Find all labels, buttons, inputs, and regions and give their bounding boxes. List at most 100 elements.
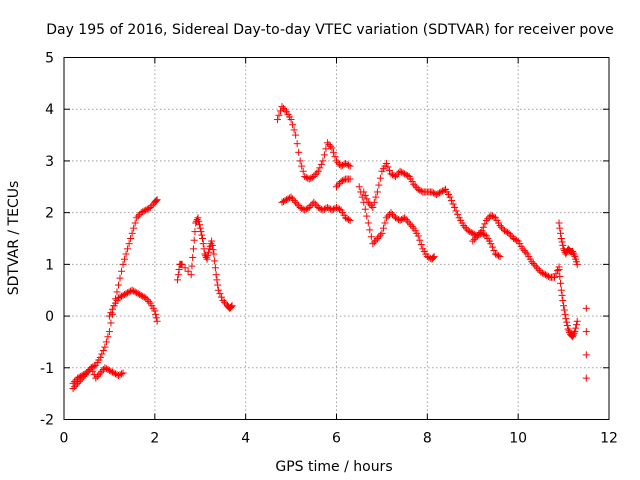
data-point <box>470 235 478 243</box>
data-point <box>134 290 142 298</box>
data-point <box>379 224 387 232</box>
data-point <box>337 178 345 186</box>
data-point <box>314 167 322 175</box>
data-point <box>389 210 397 218</box>
data-point <box>573 317 581 325</box>
x-tick-label: 2 <box>150 431 159 447</box>
y-tick-label: 3 <box>45 154 54 170</box>
data-point <box>227 303 235 311</box>
data-point <box>136 291 144 299</box>
data-point <box>98 367 106 375</box>
data-point <box>197 228 205 236</box>
data-point <box>311 171 319 179</box>
data-point <box>305 203 313 211</box>
data-point <box>273 116 281 124</box>
data-point <box>501 227 509 235</box>
data-point <box>102 338 110 346</box>
data-point <box>204 252 212 260</box>
data-point <box>482 216 490 224</box>
y-tick-label: 0 <box>45 309 54 325</box>
data-point <box>116 371 124 379</box>
y-axis-label: SDTVAR / TECUs <box>6 181 22 296</box>
data-point <box>115 294 122 302</box>
data-point <box>202 253 210 261</box>
data-point <box>345 216 353 224</box>
data-point <box>367 202 375 210</box>
data-point <box>320 205 328 213</box>
data-point <box>343 160 351 168</box>
data-point <box>101 343 109 351</box>
data-point <box>107 309 115 317</box>
data-point <box>287 116 295 124</box>
data-point <box>416 186 424 194</box>
data-point <box>570 251 578 259</box>
data-point <box>118 292 126 300</box>
data-point <box>528 258 536 266</box>
data-point <box>194 214 202 222</box>
data-point <box>311 200 319 208</box>
data-point <box>211 264 219 272</box>
data-point <box>319 157 327 165</box>
data-point <box>111 370 119 378</box>
data-point <box>102 365 110 373</box>
data-point <box>298 162 306 170</box>
data-point <box>298 204 306 212</box>
data-point <box>558 291 566 299</box>
data-point <box>293 140 301 148</box>
data-point <box>385 166 393 174</box>
data-point <box>557 279 565 287</box>
data-point <box>203 255 211 263</box>
data-point <box>490 247 498 255</box>
data-point <box>96 353 104 361</box>
data-point <box>210 250 218 258</box>
data-point <box>582 351 590 359</box>
data-point <box>572 321 580 329</box>
data-point <box>387 209 395 217</box>
data-point <box>325 204 333 212</box>
data-point <box>481 231 489 239</box>
data-point <box>319 206 327 214</box>
data-point <box>473 232 481 240</box>
data-point <box>555 266 563 274</box>
data-point <box>122 250 130 258</box>
data-point <box>428 188 436 196</box>
data-point <box>502 228 510 236</box>
data-point <box>153 196 161 204</box>
data-point <box>214 281 222 289</box>
data-point <box>296 203 304 211</box>
data-point <box>582 304 590 312</box>
data-point <box>562 315 570 323</box>
data-point <box>479 230 487 238</box>
data-point <box>333 157 340 165</box>
data-point <box>278 103 286 111</box>
data-point <box>342 214 350 222</box>
data-point <box>191 228 199 236</box>
data-point <box>293 200 301 208</box>
data-point <box>488 243 496 251</box>
data-point <box>417 187 425 195</box>
data-point <box>571 328 579 336</box>
data-point <box>411 182 419 190</box>
data-point <box>493 251 501 259</box>
data-point <box>532 263 540 271</box>
data-point <box>119 260 127 268</box>
data-point <box>310 198 318 206</box>
data-point <box>490 213 498 221</box>
data-point <box>552 270 560 278</box>
data-point <box>131 288 139 296</box>
data-point <box>107 319 115 327</box>
data-point <box>110 369 118 377</box>
data-point <box>498 223 506 231</box>
data-point <box>214 286 222 294</box>
data-point <box>437 188 445 196</box>
data-point <box>396 167 404 175</box>
data-point <box>116 293 124 301</box>
data-point <box>346 216 354 224</box>
data-point <box>563 322 571 330</box>
data-point <box>72 381 80 389</box>
data-point <box>125 288 133 296</box>
data-point <box>429 189 437 197</box>
data-point <box>402 216 410 224</box>
data-point <box>531 261 539 269</box>
data-point <box>475 231 483 239</box>
